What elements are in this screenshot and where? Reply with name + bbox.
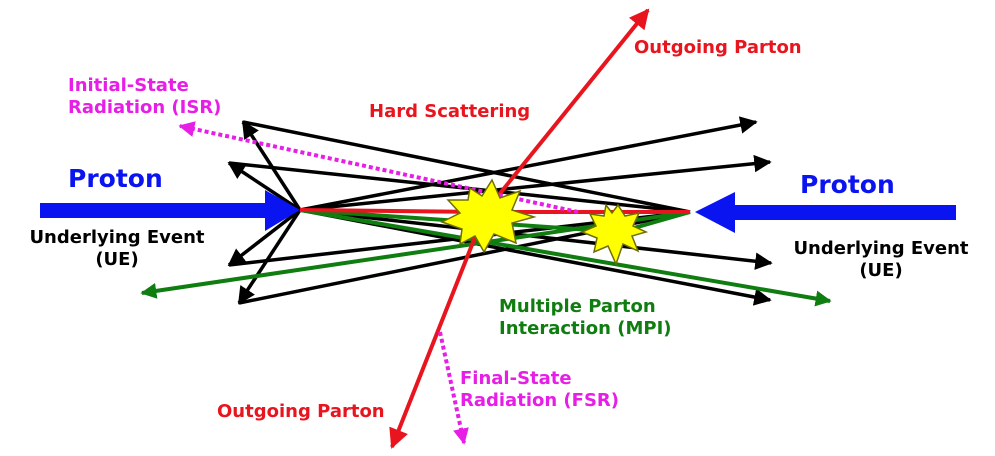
hard-scattering-label: Hard Scattering <box>369 101 531 122</box>
isr-label: Initial-State Radiation (ISR) <box>68 75 221 119</box>
ue-right-label: Underlying Event (UE) <box>785 238 977 282</box>
fsr-label-line-1: Final-State <box>460 368 572 389</box>
hard-scatter-flash-icon <box>440 178 537 254</box>
ue-left-label-line-2: (UE) <box>95 249 139 270</box>
ue-line <box>227 208 302 267</box>
isr-label-line-2: Radiation (ISR) <box>68 97 222 118</box>
ue-line <box>299 154 772 212</box>
fsr-label: Final-State Radiation (FSR) <box>460 368 619 412</box>
fsr-arrow <box>438 331 469 445</box>
outgoing-parton-top-label: Outgoing Parton <box>634 37 802 58</box>
proton-right-arrow <box>695 192 956 233</box>
proton-left-label: Proton <box>68 164 163 193</box>
mpi-label-line-1: Multiple Parton <box>499 296 656 317</box>
mpi-flash-icon <box>580 203 649 267</box>
mpi-label: Multiple Parton Interaction (MPI) <box>499 296 672 340</box>
ue-line <box>299 116 758 212</box>
outgoing-parton-bottom-arrow <box>389 211 487 449</box>
ue-left-label: Underlying Event (UE) <box>22 227 212 271</box>
outgoing-parton-top-arrow <box>483 8 650 214</box>
ue-right-label-line-2: (UE) <box>859 260 903 281</box>
ue-line <box>237 209 302 305</box>
isr-arrow <box>178 121 579 214</box>
isr-label-line-1: Initial-State <box>68 75 189 96</box>
mpi-line <box>299 208 832 307</box>
ue-left-label-line-1: Underlying Event <box>29 227 205 248</box>
outgoing-parton-bottom-label: Outgoing Parton <box>217 401 385 422</box>
proton-right-label: Proton <box>800 170 895 199</box>
proton-left-arrow <box>40 190 300 231</box>
fsr-label-line-2: Radiation (FSR) <box>460 390 620 411</box>
ue-right-label-line-1: Underlying Event <box>793 238 969 259</box>
incoming-parton-line <box>299 208 486 214</box>
ue-line <box>227 161 301 212</box>
ue-line <box>242 120 691 214</box>
mpi-label-line-2: Interaction (MPI) <box>499 318 672 339</box>
